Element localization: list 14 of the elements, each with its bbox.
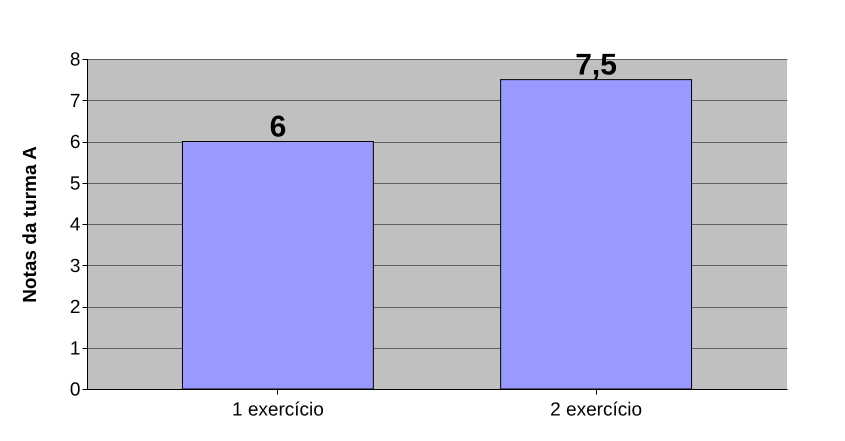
y-tick-label: 4 <box>70 214 81 236</box>
y-tick-label: 3 <box>70 256 80 277</box>
y-tick-label: 5 <box>70 173 80 194</box>
data-label: 7,5 <box>575 48 617 82</box>
data-label: 6 <box>270 110 286 144</box>
y-tick-label: 8 <box>70 50 80 70</box>
y-axis-title: Notas da turma A <box>20 146 41 303</box>
y-tick-label: 7 <box>70 90 80 112</box>
x-tick-label: 2 exercício <box>550 400 642 420</box>
y-tick-label: 0 <box>70 380 80 400</box>
y-tick-label: 2 <box>70 297 80 318</box>
x-tick-label: 1 exercício <box>232 400 324 420</box>
y-tick-label: 1 <box>70 338 80 360</box>
y-tick-label: 6 <box>70 132 80 153</box>
